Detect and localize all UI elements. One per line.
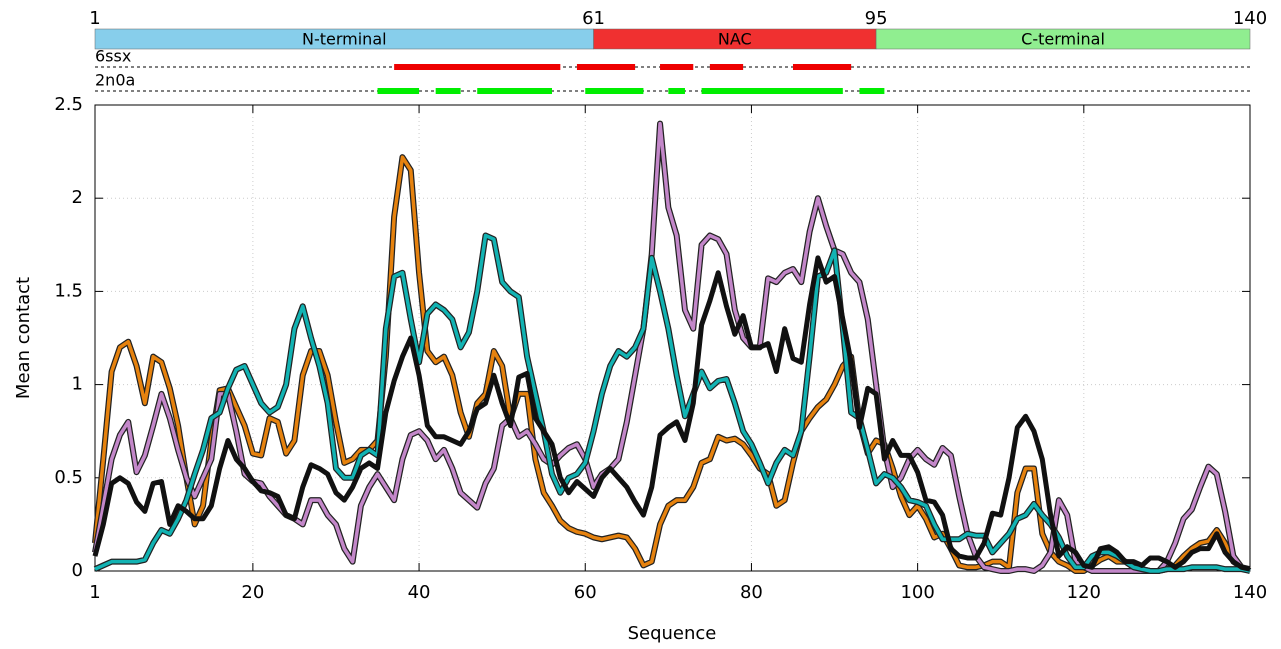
plot-frame bbox=[94, 104, 1251, 572]
domain-tick-label: 1 bbox=[89, 8, 100, 29]
x-tick-label: 100 bbox=[900, 582, 934, 603]
track-label: 2n0a bbox=[95, 71, 135, 90]
data-line bbox=[93, 155, 1251, 573]
y-tick-label: 2 bbox=[72, 187, 83, 208]
data-line bbox=[92, 255, 1251, 572]
track-label: 6ssx bbox=[95, 47, 131, 66]
y-tick-label: 0 bbox=[72, 560, 83, 581]
x-tick-label: 20 bbox=[241, 582, 264, 603]
y-tick-label: 2.5 bbox=[54, 94, 83, 115]
y-tick-label: 0.5 bbox=[54, 467, 83, 488]
domain-label: N-terminal bbox=[302, 30, 387, 49]
domain-label: C-terminal bbox=[1021, 30, 1105, 49]
x-tick-label: 40 bbox=[408, 582, 431, 603]
x-axis-label: Sequence bbox=[628, 623, 717, 644]
x-tick-label: 60 bbox=[574, 582, 597, 603]
x-tick-label: 1 bbox=[89, 582, 100, 603]
domain-label: NAC bbox=[718, 30, 752, 49]
domain-tick-label: 140 bbox=[1233, 8, 1267, 29]
data-line bbox=[94, 233, 1251, 573]
x-tick-label: 80 bbox=[740, 582, 763, 603]
line-outline bbox=[93, 232, 1251, 574]
y-tick-label: 1 bbox=[72, 374, 83, 395]
domain-block bbox=[875, 28, 1251, 50]
y-tick-label: 1.5 bbox=[54, 280, 83, 301]
x-tick-label: 120 bbox=[1067, 582, 1101, 603]
x-tick-label: 140 bbox=[1233, 582, 1267, 603]
domain-tick-label: 95 bbox=[865, 8, 888, 29]
y-axis-label: Mean contact bbox=[13, 277, 34, 399]
domain-tick-label: 61 bbox=[582, 8, 605, 29]
